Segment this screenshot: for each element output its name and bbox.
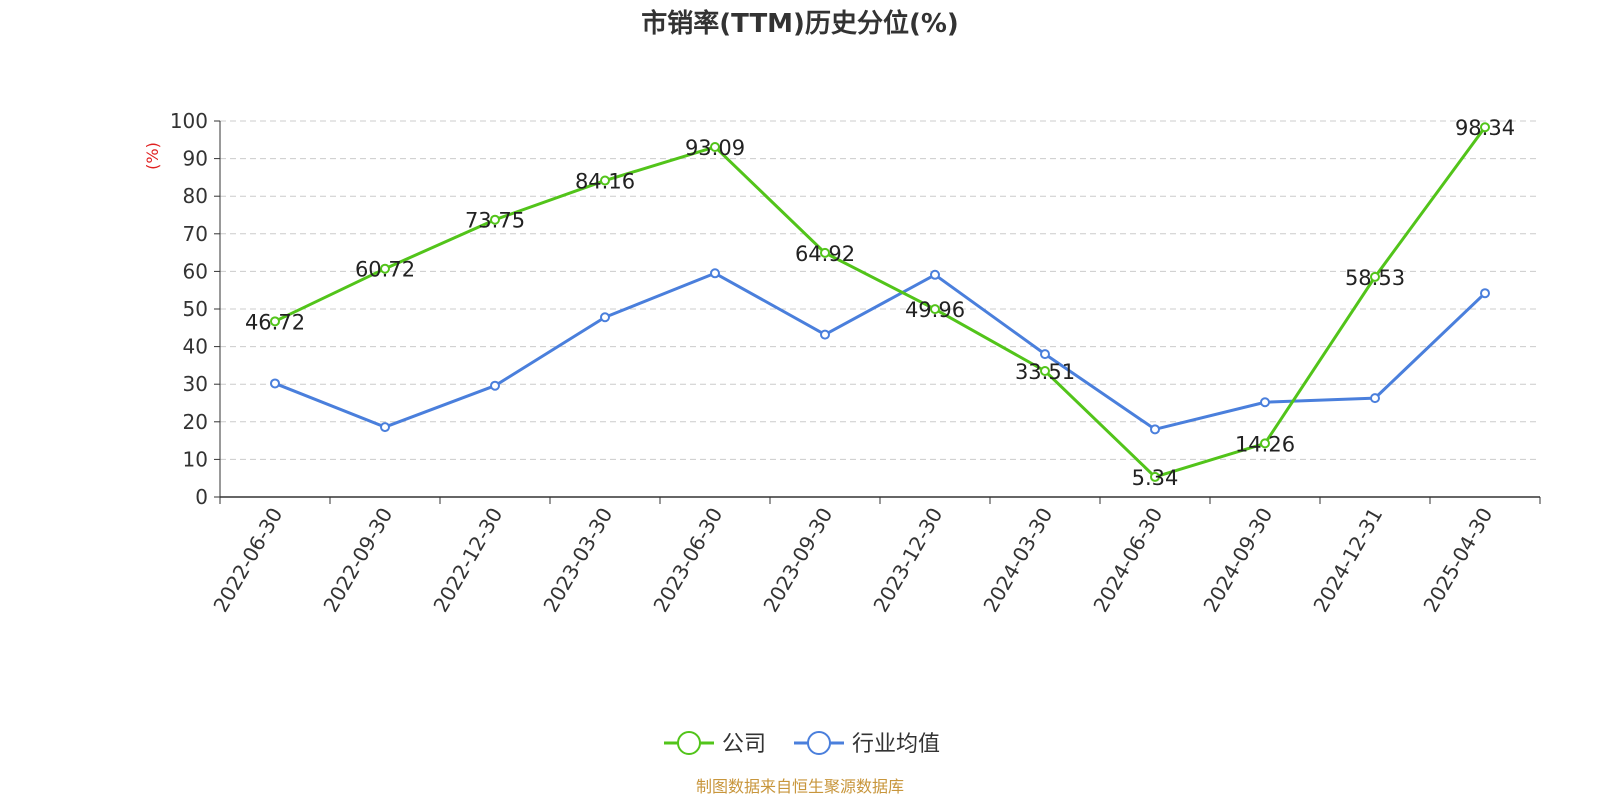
legend-item-1[interactable]: 行业均值 xyxy=(794,731,940,757)
y-tick-label: 50 xyxy=(183,297,208,321)
data-point[interactable] xyxy=(490,214,500,225)
y-tick-label: 60 xyxy=(183,259,208,283)
y-tick-label: 40 xyxy=(183,335,208,359)
x-tick-label: 2022-06-30 xyxy=(208,504,287,617)
x-tick-label: 2023-03-30 xyxy=(538,504,617,617)
data-label: 64.92 xyxy=(795,242,855,266)
series-line-1 xyxy=(274,271,1487,431)
legend-label: 行业均值 xyxy=(852,732,940,757)
data-point[interactable] xyxy=(380,263,390,274)
data-point[interactable] xyxy=(820,247,830,258)
legend[interactable]: 公司 行业均值 xyxy=(664,731,940,757)
data-label: 98.34 xyxy=(1455,116,1515,140)
grid-lines xyxy=(220,120,1540,460)
data-point[interactable] xyxy=(1260,397,1270,408)
data-point[interactable] xyxy=(270,316,280,327)
x-tick-label: 2022-12-30 xyxy=(428,504,507,617)
data-point[interactable] xyxy=(380,422,390,433)
legend-marker xyxy=(677,731,701,755)
data-label: 73.75 xyxy=(465,209,525,233)
x-tick-label: 2023-12-30 xyxy=(868,504,947,617)
data-point[interactable] xyxy=(270,378,280,389)
data-point[interactable] xyxy=(930,269,940,280)
source-note: 制图数据来自恒生聚源数据库 xyxy=(696,777,904,796)
data-point[interactable] xyxy=(710,268,720,279)
data-point[interactable] xyxy=(1150,471,1160,482)
data-label: 58.53 xyxy=(1345,266,1405,290)
data-point[interactable] xyxy=(930,304,940,315)
data-point[interactable] xyxy=(1370,271,1380,282)
x-tick-label: 2024-12-31 xyxy=(1308,504,1387,617)
x-tick-label: 2025-04-30 xyxy=(1418,504,1497,617)
series-line-0 xyxy=(274,126,1487,479)
data-label: 84.16 xyxy=(575,170,635,194)
data-point[interactable] xyxy=(1480,122,1490,133)
x-tick-label: 2024-03-30 xyxy=(978,504,1057,617)
data-point[interactable] xyxy=(1150,424,1160,435)
axes: 0 10 20 30 40 50 60 70 80 90 100 2022-06-30 2022-09-… xyxy=(170,109,1541,617)
y-tick-label: 30 xyxy=(183,372,208,396)
x-tick-label: 2023-06-30 xyxy=(648,504,727,617)
legend-marker xyxy=(807,731,831,755)
data-point[interactable] xyxy=(1260,438,1270,449)
data-label: 33.51 xyxy=(1015,360,1075,384)
x-tick-label: 2022-09-30 xyxy=(318,504,397,617)
data-labels: 46.72 60.72 73.75 84.16 93.09 64.92 49.96 33.51… xyxy=(245,116,1515,490)
data-point[interactable] xyxy=(600,175,610,186)
y-tick-label: 100 xyxy=(170,109,208,133)
data-label: 49.96 xyxy=(905,298,965,322)
x-tick-label: 2023-09-30 xyxy=(758,504,837,617)
data-point[interactable] xyxy=(710,141,720,152)
y-tick-label: 10 xyxy=(183,447,208,471)
data-label: 14.26 xyxy=(1235,432,1295,456)
data-label: 93.09 xyxy=(685,136,745,160)
x-tick-label: 2024-09-30 xyxy=(1198,504,1277,617)
y-tick-label: 80 xyxy=(183,184,208,208)
data-label: 46.72 xyxy=(245,310,305,334)
y-tick-label: 20 xyxy=(183,410,208,434)
data-point[interactable] xyxy=(600,312,610,323)
y-tick-label: 0 xyxy=(195,485,208,509)
data-point[interactable] xyxy=(1040,349,1050,360)
data-point[interactable] xyxy=(1480,288,1490,299)
legend-label: 公司 xyxy=(722,732,766,757)
y-tick-label: 90 xyxy=(183,147,208,171)
legend-item-0[interactable]: 公司 xyxy=(664,731,766,757)
y-tick-label: 70 xyxy=(183,222,208,246)
data-point[interactable] xyxy=(1040,366,1050,377)
x-tick-label: 2024-06-30 xyxy=(1088,504,1167,617)
y-axis-label: (%) xyxy=(143,142,162,170)
chart-title: 市销率(TTM)历史分位(%) xyxy=(641,8,959,39)
data-point[interactable] xyxy=(490,380,500,391)
data-point[interactable] xyxy=(1370,393,1380,404)
data-point[interactable] xyxy=(820,329,830,340)
data-label: 60.72 xyxy=(355,258,415,282)
series-lines xyxy=(270,122,1490,482)
data-label: 5.34 xyxy=(1132,466,1179,490)
